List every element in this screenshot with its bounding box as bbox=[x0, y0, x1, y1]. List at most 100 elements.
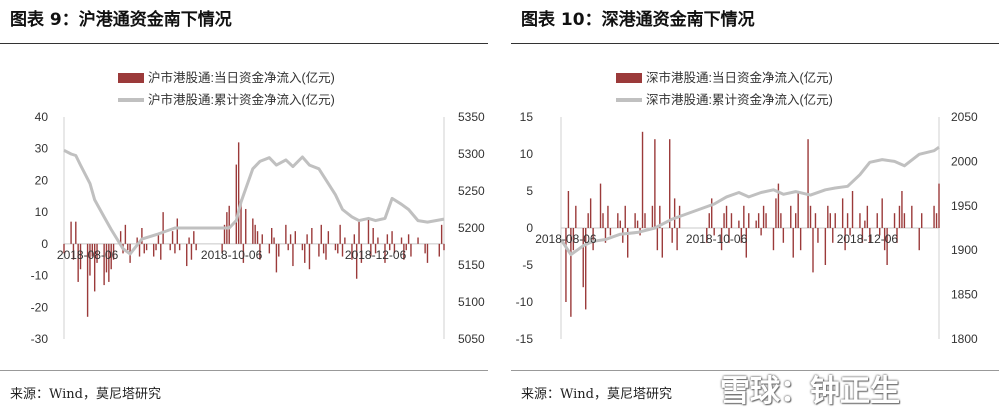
daily-flow-bar bbox=[294, 231, 296, 244]
daily-flow-bar bbox=[377, 237, 379, 244]
daily-flow-bar bbox=[607, 205, 609, 228]
daily-flow-bar bbox=[829, 213, 831, 228]
y-right-tick-label: 2000 bbox=[951, 154, 978, 168]
daily-flow-bar bbox=[358, 221, 360, 244]
daily-flow-bar bbox=[790, 205, 792, 228]
daily-flow-bar bbox=[245, 208, 247, 244]
daily-flow-bar bbox=[160, 243, 162, 260]
daily-flow-bar bbox=[145, 243, 148, 251]
daily-flow-bar bbox=[186, 243, 188, 267]
cumulative-flow-line bbox=[63, 148, 445, 256]
y-left-tick-label: -5 bbox=[522, 258, 533, 272]
daily-flow-bar bbox=[424, 243, 426, 254]
daily-flow-bar bbox=[824, 228, 827, 265]
daily-flow-bar bbox=[799, 228, 802, 251]
daily-flow-bar bbox=[325, 243, 327, 260]
y-left-tick-label: 15 bbox=[520, 110, 534, 124]
daily-flow-bar bbox=[898, 205, 901, 228]
daily-flow-bar bbox=[438, 243, 440, 257]
daily-flow-bar bbox=[136, 237, 138, 244]
daily-flow-bar bbox=[228, 205, 230, 244]
daily-flow-bar bbox=[119, 231, 122, 244]
daily-flow-bar bbox=[389, 243, 391, 251]
daily-flow-bar bbox=[627, 228, 629, 258]
daily-flow-bar bbox=[849, 228, 851, 236]
daily-flow-bar bbox=[440, 224, 443, 244]
daily-flow-bar bbox=[384, 243, 386, 263]
daily-flow-bar bbox=[782, 228, 785, 243]
y-left-tick-label: 0 bbox=[526, 221, 533, 235]
daily-flow-bar bbox=[619, 220, 621, 228]
daily-flow-bar bbox=[745, 228, 747, 258]
legend-swatch-bar bbox=[118, 73, 144, 83]
daily-flow-bar bbox=[921, 213, 923, 228]
daily-flow-bar bbox=[812, 228, 814, 273]
daily-flow-bar bbox=[301, 243, 304, 251]
daily-flow-bar bbox=[367, 218, 370, 244]
daily-flow-bar bbox=[417, 237, 419, 244]
daily-flow-bar bbox=[254, 224, 256, 244]
daily-flow-bar bbox=[410, 243, 412, 257]
daily-flow-bar bbox=[96, 243, 98, 263]
daily-flow-bar bbox=[353, 234, 356, 244]
daily-flow-bar bbox=[351, 243, 353, 260]
daily-flow-bar bbox=[268, 243, 271, 254]
daily-flow-bar bbox=[237, 142, 240, 244]
daily-flow-bar bbox=[844, 228, 846, 251]
y-left-tick-label: 10 bbox=[520, 147, 534, 161]
daily-flow-bar bbox=[599, 183, 602, 228]
daily-flow-bar bbox=[157, 234, 160, 244]
daily-flow-bar bbox=[740, 228, 743, 243]
daily-flow-bar bbox=[604, 228, 607, 243]
daily-flow-bar bbox=[176, 218, 178, 244]
daily-flow-bar bbox=[676, 228, 678, 251]
daily-flow-bar bbox=[730, 213, 733, 228]
daily-flow-bar bbox=[809, 205, 812, 228]
chart-canvas-right: -15 -10 -5 0 5 10 15 1800 1850 1900 1950 2000 2050 20… bbox=[516, 70, 978, 346]
daily-flow-bar bbox=[289, 234, 292, 244]
daily-flow-bar bbox=[169, 243, 171, 251]
daily-flow-bar bbox=[341, 243, 344, 257]
daily-flow-bar bbox=[893, 213, 896, 228]
daily-flow-bar bbox=[585, 228, 587, 310]
daily-flow-bar bbox=[91, 243, 94, 257]
daily-flow-bar bbox=[306, 234, 308, 244]
daily-flow-bar bbox=[592, 228, 594, 251]
y-left-tick-label: 5 bbox=[526, 184, 533, 198]
watermark-logo: 雪球：钟正生 bbox=[720, 374, 900, 409]
daily-flow-bar bbox=[570, 228, 572, 317]
daily-flow-bar bbox=[287, 243, 289, 251]
y-left-tick-label: 40 bbox=[35, 110, 49, 124]
daily-flow-bar bbox=[273, 237, 275, 244]
daily-flow-bar bbox=[656, 228, 659, 251]
chart-panel-left: 图表 9：沪港通资金南下情况 -30 -20 -10 0 10 20 30 40 5050 510… bbox=[0, 0, 490, 412]
daily-flow-bar bbox=[706, 228, 708, 243]
daily-flow-bar bbox=[355, 243, 358, 279]
title-divider bbox=[511, 43, 999, 44]
daily-flow-bar bbox=[143, 243, 145, 254]
daily-flow-bar bbox=[426, 243, 429, 263]
daily-flow-bar bbox=[339, 224, 341, 244]
daily-flow-bar bbox=[407, 234, 410, 244]
daily-flow-bar bbox=[174, 243, 176, 254]
daily-flow-bar bbox=[817, 228, 819, 243]
daily-flow-bar bbox=[360, 243, 363, 263]
chart-title: 图表 9：沪港通资金南下情况 bbox=[10, 10, 232, 30]
daily-flow-bar bbox=[866, 205, 869, 228]
daily-flow-bar bbox=[659, 205, 661, 228]
daily-flow-bar bbox=[235, 164, 237, 244]
daily-flow-bar bbox=[671, 228, 673, 243]
daily-flow-bar bbox=[63, 243, 65, 254]
source-note: 来源：Wind，莫尼塔研究 bbox=[521, 387, 672, 402]
daily-flow-bar bbox=[79, 243, 82, 270]
daily-flow-bar bbox=[304, 243, 306, 263]
daily-flow-bar bbox=[327, 231, 330, 244]
chart-canvas-left: -30 -20 -10 0 10 20 30 40 5050 5100 5150 5200 5250 53… bbox=[31, 70, 485, 346]
daily-flow-bar bbox=[765, 213, 767, 228]
daily-flow-bar bbox=[814, 213, 817, 228]
daily-flow-bar bbox=[792, 228, 794, 258]
daily-flow-bar bbox=[617, 213, 619, 228]
daily-flow-bar bbox=[911, 205, 913, 228]
legend-label: 沪市港股通:累计资金净流入(亿元) bbox=[148, 92, 335, 107]
daily-flow-bar bbox=[86, 243, 89, 317]
